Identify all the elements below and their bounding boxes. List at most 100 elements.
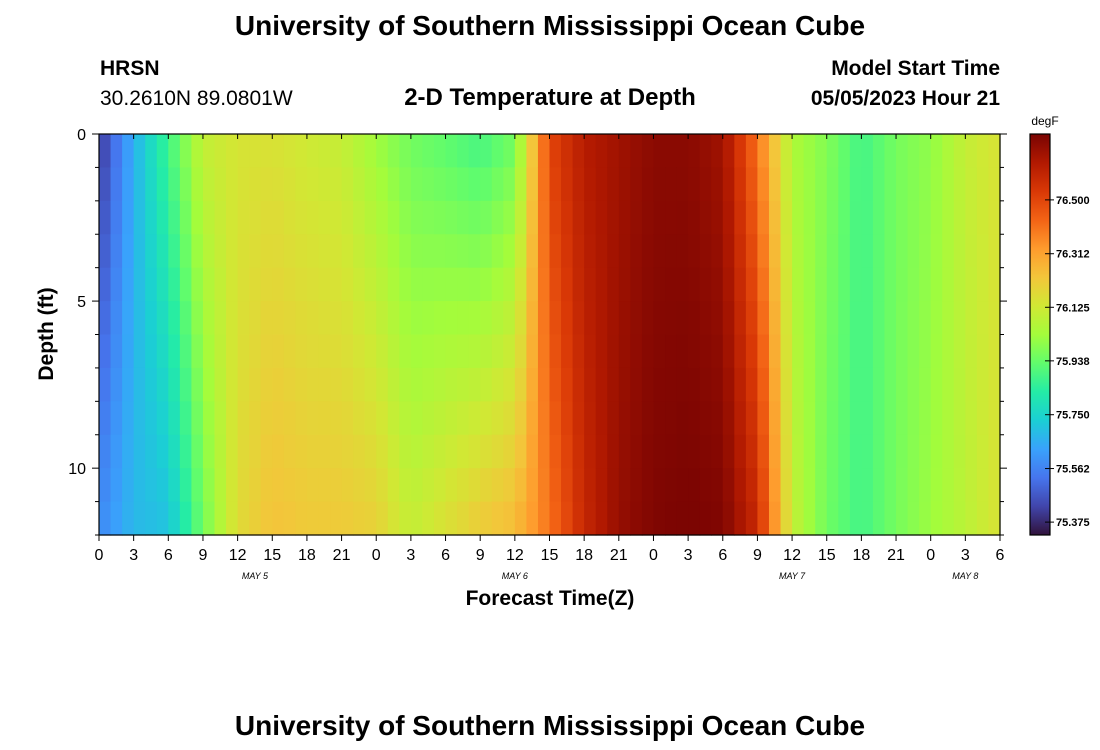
heatmap-cell xyxy=(399,134,412,169)
heatmap-cell xyxy=(387,301,400,336)
heatmap-cell xyxy=(976,334,990,369)
heatmap-cell xyxy=(133,501,146,536)
heatmap-cell xyxy=(249,301,262,336)
heatmap-cell xyxy=(468,167,481,202)
heatmap-cell xyxy=(907,334,920,369)
heatmap-cell xyxy=(861,167,874,202)
heatmap-cell xyxy=(376,301,389,336)
heatmap-cell xyxy=(653,501,666,536)
heatmap-cell xyxy=(676,367,689,402)
heatmap-cell xyxy=(295,134,308,169)
heatmap-cell xyxy=(491,401,504,436)
heatmap-cell xyxy=(849,134,862,169)
heatmap-cell xyxy=(122,334,135,369)
heatmap-cell xyxy=(618,468,631,503)
heatmap-cell xyxy=(965,334,978,369)
heatmap-cell xyxy=(768,468,782,503)
heatmap-cell xyxy=(179,468,193,503)
heatmap-cell xyxy=(468,301,481,336)
heatmap-cell xyxy=(226,267,239,302)
heatmap-cell xyxy=(803,334,816,369)
heatmap-cell xyxy=(191,367,204,402)
heatmap-cell xyxy=(942,434,955,469)
heatmap-cell xyxy=(803,167,816,202)
heatmap-cell xyxy=(988,401,1001,436)
heatmap-cell xyxy=(353,468,366,503)
heatmap-cell xyxy=(607,267,620,302)
heatmap-cell xyxy=(641,167,655,202)
heatmap-cell xyxy=(976,234,990,269)
heatmap-cell xyxy=(168,367,181,402)
heatmap-cell xyxy=(341,401,354,436)
heatmap-cell xyxy=(433,367,447,402)
heatmap-cell xyxy=(156,334,169,369)
heatmap-cell xyxy=(919,167,932,202)
heatmap-cell xyxy=(942,367,955,402)
heatmap-cell xyxy=(561,367,574,402)
heatmap-cell xyxy=(861,334,874,369)
heatmap-cell xyxy=(884,401,897,436)
heatmap-cell xyxy=(526,367,539,402)
heatmap-cell xyxy=(665,167,678,202)
heatmap-cell xyxy=(272,334,285,369)
heatmap-cell xyxy=(214,134,227,169)
heatmap-cell xyxy=(549,234,562,269)
heatmap-cell xyxy=(676,301,689,336)
heatmap-cell xyxy=(896,468,909,503)
heatmap-cell xyxy=(930,301,943,336)
heatmap-cell xyxy=(792,234,805,269)
heatmap-cell xyxy=(965,267,978,302)
heatmap-cell xyxy=(214,167,227,202)
heatmap-cell xyxy=(283,301,296,336)
heatmap-cell xyxy=(768,267,782,302)
y-axis-title: Depth (ft) xyxy=(35,287,58,380)
heatmap-cell xyxy=(595,401,608,436)
heatmap-cell xyxy=(468,334,481,369)
heatmap-cell xyxy=(861,434,874,469)
heatmap-cell xyxy=(838,234,851,269)
heatmap-cell xyxy=(249,134,262,169)
heatmap-cell xyxy=(422,334,435,369)
heatmap-cell xyxy=(988,234,1001,269)
heatmap-cell xyxy=(745,200,759,235)
heatmap-cell xyxy=(584,267,597,302)
heatmap-cell xyxy=(838,134,851,169)
heatmap-cell xyxy=(99,200,112,235)
heatmap-cell xyxy=(849,167,862,202)
heatmap-cell xyxy=(688,334,701,369)
heatmap-cell xyxy=(202,167,216,202)
heatmap-cell xyxy=(410,200,424,235)
heatmap-cell xyxy=(226,134,239,169)
heatmap-cell xyxy=(260,167,273,202)
heatmap-cell xyxy=(318,434,331,469)
heatmap-cell xyxy=(133,401,146,436)
heatmap-cell xyxy=(110,267,123,302)
heatmap-cell xyxy=(145,200,158,235)
heatmap-cell xyxy=(549,468,562,503)
heatmap-cell xyxy=(283,501,296,536)
heatmap-cell xyxy=(468,234,481,269)
heatmap-cell xyxy=(745,134,759,169)
heatmap-cell xyxy=(665,434,678,469)
heatmap-cell xyxy=(572,401,585,436)
heatmap-cell xyxy=(214,334,227,369)
heatmap-cell xyxy=(780,401,793,436)
heatmap-cell xyxy=(711,267,724,302)
heatmap-cell xyxy=(665,468,678,503)
heatmap-cell xyxy=(445,234,458,269)
heatmap-cell xyxy=(988,301,1001,336)
heatmap-cell xyxy=(214,434,227,469)
heatmap-cell xyxy=(711,367,724,402)
heatmap-cell xyxy=(376,367,389,402)
heatmap-cell xyxy=(514,367,527,402)
heatmap-cell xyxy=(341,200,354,235)
heatmap-cell xyxy=(99,167,112,202)
heatmap-cell xyxy=(676,401,689,436)
heatmap-cell xyxy=(272,367,285,402)
heatmap-cell xyxy=(965,200,978,235)
colorbar-unit: degF xyxy=(1031,114,1058,128)
heatmap-cell xyxy=(145,134,158,169)
heatmap-cell xyxy=(145,434,158,469)
heatmap-cell xyxy=(318,501,331,536)
heatmap-cell xyxy=(191,234,204,269)
